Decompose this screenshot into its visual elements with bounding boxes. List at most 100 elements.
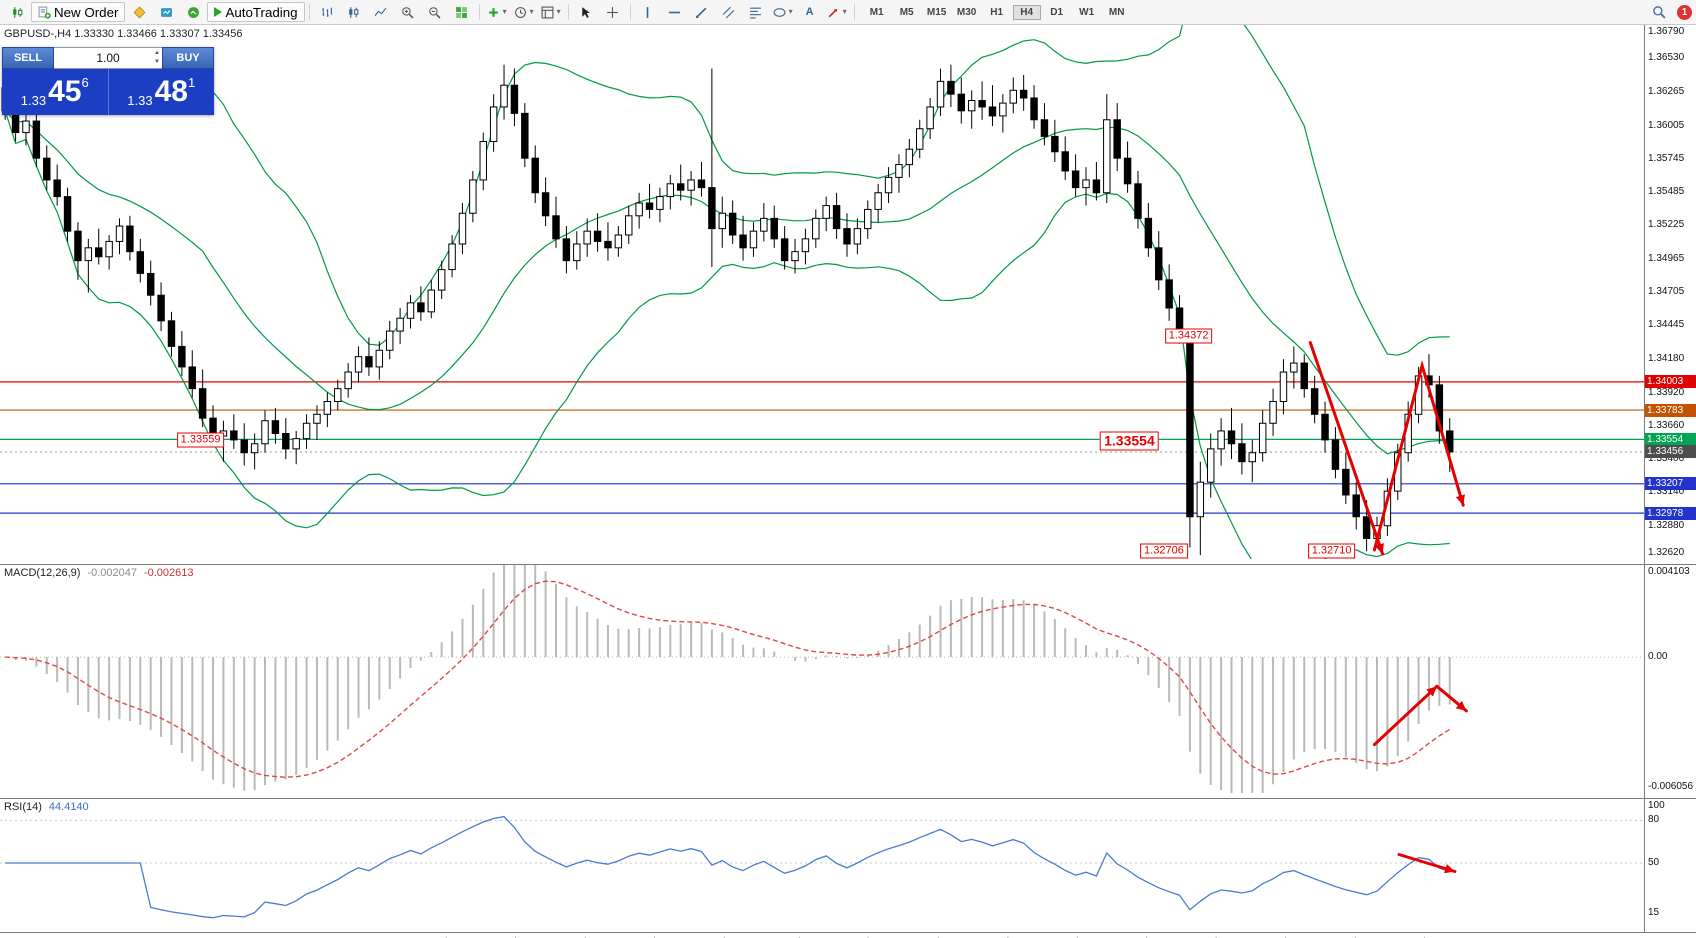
periods-icon[interactable]: ▾ (511, 1, 537, 23)
current-price-tag: 1.33456 (1645, 445, 1696, 459)
rsi-axis-label: 100 (1648, 800, 1665, 811)
volume-field[interactable]: 1.00 ▲ ▼ (54, 47, 162, 69)
price-axis-label: 1.33660 (1648, 419, 1685, 431)
crosshair-icon[interactable] (600, 1, 626, 23)
market-watch-icon[interactable] (180, 1, 206, 23)
price-level-tag: 1.34003 (1645, 375, 1696, 389)
price-axis-label: 1.34705 (1648, 286, 1685, 297)
price-level-tag: 1.33554 (1645, 432, 1696, 446)
price-axis-label: 1.33140 (1648, 486, 1685, 498)
shapes-icon[interactable]: ▾ (770, 1, 796, 23)
metaeditor-icon[interactable] (126, 1, 152, 23)
indicators-icon[interactable]: ▾ (488, 7, 507, 17)
alerts-badge[interactable]: 1 (1677, 4, 1692, 20)
rsi-axis-label: 80 (1648, 814, 1660, 826)
macd-panel: MACD(12,26,9) -0.002047 -0.002613 0.0041… (0, 564, 1696, 798)
fibonacci-icon[interactable] (743, 1, 769, 23)
candlestick-chart-icon[interactable] (341, 1, 367, 23)
spinner-down-icon[interactable]: ▼ (154, 59, 160, 65)
timeframe-button-m15[interactable]: M15 (926, 6, 947, 18)
new-order-label: New Order (54, 4, 119, 20)
timeframe-button-mn[interactable]: MN (1108, 6, 1125, 18)
price-axis-label: 1.34180 (1648, 353, 1685, 365)
rsi-canvas[interactable] (0, 799, 1644, 927)
search-icon[interactable] (1646, 1, 1672, 23)
horizontal-line-icon[interactable] (662, 1, 688, 23)
toolbar-separator (629, 4, 631, 20)
macd-axis-label: 0.004103 (1648, 566, 1690, 577)
zoom-in-icon[interactable] (395, 1, 421, 23)
channel-icon[interactable] (716, 1, 742, 23)
line-chart-icon[interactable] (368, 1, 394, 23)
price-axis-label: 1.34445 (1648, 319, 1685, 331)
price-axis-label: 1.35745 (1648, 152, 1685, 164)
arrows-icon[interactable]: ▾ (824, 1, 850, 23)
toolbar-separator (308, 4, 310, 20)
timeframe-button-m1[interactable]: M1 (869, 6, 884, 18)
autotrading-play-icon (214, 7, 223, 17)
macd-label: MACD(12,26,9) -0.002047 -0.002613 (4, 567, 194, 579)
price-callout: 1.33559 (176, 432, 225, 448)
text-icon[interactable]: A (805, 6, 814, 18)
price-axis-label: 1.36530 (1648, 52, 1685, 64)
price-level-tag: 1.33783 (1645, 403, 1696, 417)
vertical-line-icon[interactable] (635, 1, 661, 23)
new-order-button[interactable]: New Order (31, 2, 126, 22)
price-chart-canvas[interactable] (0, 25, 1644, 564)
rsi-label: RSI(14) 44.4140 (4, 801, 89, 813)
timeframe-button-d1[interactable]: D1 (1050, 6, 1064, 18)
buy-button[interactable]: BUY (162, 47, 214, 69)
terminal-icon[interactable] (153, 1, 179, 23)
price-axis-label: 1.33400 (1648, 453, 1685, 465)
sell-button[interactable]: SELL (2, 47, 54, 69)
chart-title: GBPUSD-,H4 1.33330 1.33466 1.33307 1.334… (4, 28, 243, 40)
cursor-icon[interactable] (573, 1, 599, 23)
price-axis-label: 1.33920 (1648, 386, 1685, 398)
timeframe-button-m5[interactable]: M5 (899, 6, 914, 18)
price-axis-label: 1.36790 (1648, 26, 1685, 37)
price-axis-label: 1.34965 (1648, 252, 1685, 264)
price-level-tag: 1.32978 (1645, 506, 1696, 520)
price-axis-label: 1.36005 (1648, 119, 1685, 131)
price-axis[interactable]: 1.36790 1.36530 1.36265 1.36005 1.35745 1.354… (1644, 25, 1696, 564)
templates-icon[interactable]: ▾ (538, 1, 564, 23)
volume-value: 1.00 (96, 51, 120, 65)
price-callout: 1.32706 (1140, 543, 1188, 559)
price-axis-label: 1.35485 (1648, 186, 1685, 198)
tile-windows-icon[interactable] (449, 1, 475, 23)
macd-axis-label: 0.00 (1648, 651, 1668, 663)
macd-axis[interactable]: 0.004103 0.00 -0.006056 (1644, 565, 1696, 798)
charts-icon[interactable] (4, 1, 30, 23)
toolbar-separator (567, 4, 569, 20)
price-callout: 1.33554 (1100, 431, 1159, 451)
spinner-up-icon[interactable]: ▲ (154, 50, 160, 56)
rsi-chart[interactable]: RSI(14) 44.4140 (0, 799, 1644, 932)
price-axis-label: 1.32880 (1648, 519, 1685, 531)
timeframe-toolbar: M1 M5 M15 M30 H1 H4 D1 W1 MN (863, 4, 1131, 20)
toolbar-separator (853, 4, 855, 20)
trendline-icon[interactable] (689, 1, 715, 23)
rsi-axis-label: 15 (1648, 906, 1660, 918)
macd-chart[interactable]: MACD(12,26,9) -0.002047 -0.002613 (0, 565, 1644, 798)
price-callout: 1.34372 (1164, 328, 1213, 344)
buy-price: 1.33 48 1 (127, 75, 196, 108)
rsi-panel: RSI(14) 44.4140 100 80 50 15 (0, 798, 1696, 932)
macd-canvas[interactable] (0, 565, 1644, 798)
volume-spinner[interactable]: ▲ ▼ (154, 49, 160, 67)
price-axis-label: 1.36265 (1648, 86, 1685, 98)
price-callout: 1.32710 (1307, 543, 1356, 559)
autotrading-button[interactable]: AutoTrading (207, 2, 305, 22)
rsi-axis-label: 50 (1648, 857, 1660, 868)
time-axis[interactable]: 21 Jan 202221 Jan 16:0025 Jan 00:0026 Ja… (0, 932, 1696, 938)
bar-chart-icon[interactable] (314, 1, 340, 23)
zoom-out-icon[interactable] (422, 1, 448, 23)
timeframe-button-w1[interactable]: W1 (1079, 6, 1095, 18)
price-chart[interactable]: GBPUSD-,H4 1.33330 1.33466 1.33307 1.334… (0, 25, 1644, 564)
toolbar-separator (478, 4, 480, 20)
timeframe-button-h1[interactable]: H1 (990, 6, 1004, 18)
one-click-trading-panel: SELL 1.00 ▲ ▼ BUY 1.33 45 6 1.33 48 1 (2, 47, 214, 115)
macd-axis-label: -0.006056 (1648, 781, 1694, 792)
rsi-axis[interactable]: 100 80 50 15 (1644, 799, 1696, 932)
timeframe-button-h4[interactable]: H4 (1012, 4, 1041, 20)
timeframe-button-m30[interactable]: M30 (956, 6, 977, 18)
